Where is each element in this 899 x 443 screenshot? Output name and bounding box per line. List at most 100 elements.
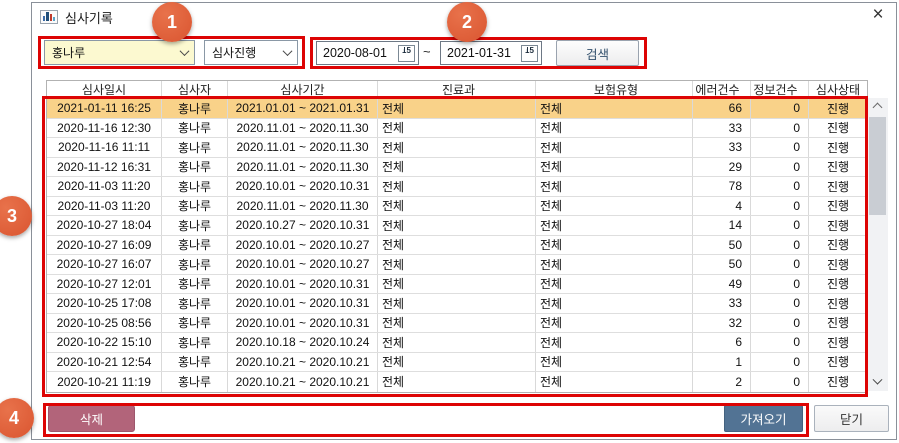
table-cell: 6 [693,333,751,352]
table-cell: 전체 [536,216,693,235]
chevron-down-icon[interactable] [277,41,297,64]
table-cell: 홍나루 [162,138,228,157]
table-cell: 49 [693,274,751,293]
scroll-up-icon[interactable] [867,98,888,116]
table-cell: 진행 [826,335,850,350]
table-cell: 0 [751,177,809,196]
table-cell: 전체 [536,294,693,313]
table-cell: 33 [693,294,751,313]
delete-button[interactable]: 삭제 [48,405,135,432]
table-cell: 전체 [378,313,536,332]
column-header[interactable]: 심사기간 [228,81,378,98]
table-row[interactable]: 2020-10-25 08:56 홍나루 2020.10.01 ~ 2020.10.… [47,313,867,333]
column-header[interactable]: 정보건수 [751,81,809,98]
close-icon[interactable]: × [872,4,884,25]
table-cell: 2020-10-27 16:09 [47,235,162,254]
table-cell: 2020.10.01 ~ 2020.10.31 [228,177,378,196]
table-cell: 2020-10-21 11:19 [47,372,162,392]
table-cell: 홍나루 [162,177,228,196]
table-cell: 전체 [378,138,536,157]
column-header[interactable]: 에러건수 [693,81,751,98]
table-cell: 진행 [826,121,850,136]
table-cell: 전체 [378,274,536,293]
table-cell: 50 [693,235,751,254]
table-cell: 전체 [378,196,536,215]
table-cell: 전체 [536,157,693,176]
table-cell: 2020.10.21 ~ 2020.10.21 [228,372,378,392]
column-header[interactable]: 심사자 [162,81,228,98]
scroll-down-icon[interactable] [867,373,888,391]
table-row[interactable]: 2020-11-03 11:20 홍나루 2020.11.01 ~ 2020.11.… [47,196,867,216]
table-cell: 진행 [826,179,850,194]
title-bar: 심사기록 [40,7,113,27]
table-row[interactable]: 2020-10-27 16:07 홍나루 2020.10.01 ~ 2020.10.… [47,255,867,275]
table-cell: 2021-01-11 16:25 [47,99,162,118]
table-cell: 78 [693,177,751,196]
table-cell: 전체 [378,157,536,176]
table-cell: 2020.10.27 ~ 2020.10.31 [228,216,378,235]
table-row[interactable]: 2020-11-12 16:31 홍나루 2020.11.01 ~ 2020.11.… [47,157,867,177]
table-cell: 진행 [826,375,850,390]
auditor-dropdown[interactable]: 홍나루 [44,40,195,65]
table-cell: 2020.10.01 ~ 2020.10.31 [228,294,378,313]
chevron-down-icon[interactable] [174,41,194,64]
calendar-icon[interactable]: 15 [398,44,415,62]
table-cell: 홍나루 [162,313,228,332]
column-header[interactable]: 진료과 [378,81,536,98]
table-cell: 전체 [536,99,693,118]
table-cell: 0 [751,99,809,118]
table-cell: 홍나루 [162,157,228,176]
table-row[interactable]: 2020-10-27 12:01 홍나루 2020.10.01 ~ 2020.10.… [47,274,867,294]
table-row[interactable]: 2020-10-21 12:54 홍나루 2020.10.21 ~ 2020.10.… [47,352,867,372]
table-row[interactable]: 2020-11-16 12:30 홍나루 2020.11.01 ~ 2020.11.… [47,118,867,138]
table-cell: 홍나루 [162,216,228,235]
table-cell: 전체 [536,138,693,157]
status-dropdown[interactable]: 심사진행 [204,40,298,65]
date-from-field[interactable]: 2020-08-01 15 [316,41,419,65]
table-cell: 진행 [826,296,850,311]
table-cell: 2020-11-16 12:30 [47,118,162,137]
table-cell: 전체 [378,372,536,392]
table-cell: 0 [751,294,809,313]
table-cell: 전체 [536,196,693,215]
date-range-separator: ~ [423,44,431,59]
vertical-scrollbar[interactable] [867,98,888,391]
table-cell: 2020.11.01 ~ 2020.11.30 [228,118,378,137]
scrollbar-thumb[interactable] [869,117,886,215]
table-cell: 홍나루 [162,352,228,371]
column-header[interactable]: 심사일시 [47,81,162,98]
table-row[interactable]: 2020-10-25 17:08 홍나루 2020.10.01 ~ 2020.10.… [47,294,867,314]
table-cell: 홍나루 [162,333,228,352]
table-cell: 2020-10-27 18:04 [47,216,162,235]
calendar-icon[interactable]: 15 [521,44,538,62]
column-header[interactable]: 보험유형 [536,81,693,98]
close-button[interactable]: 닫기 [814,405,889,432]
date-to-value: 2021-01-31 [447,46,511,60]
table-cell: 2020-10-21 12:54 [47,352,162,371]
table-row[interactable]: 2020-10-27 16:09 홍나루 2020.10.01 ~ 2020.10.… [47,235,867,255]
table-cell: 2020.11.01 ~ 2020.11.30 [228,157,378,176]
table-row[interactable]: 2021-01-11 16:25 홍나루 2021.01.01 ~ 2021.01.… [47,99,867,119]
table-cell: 전체 [536,235,693,254]
table-cell: 진행 [826,101,850,116]
search-button[interactable]: 검색 [556,40,639,66]
table-cell: 0 [751,372,809,392]
table-cell: 전체 [536,118,693,137]
table-row[interactable]: 2020-10-27 18:04 홍나루 2020.10.27 ~ 2020.10.… [47,216,867,236]
table-cell: 진행 [826,355,850,370]
table-cell: 전체 [536,177,693,196]
date-to-field[interactable]: 2021-01-31 15 [440,41,542,65]
table-cell: 2020.10.01 ~ 2020.10.27 [228,255,378,274]
table-cell: 33 [693,118,751,137]
table-row[interactable]: 2020-11-16 11:11 홍나루 2020.11.01 ~ 2020.11.… [47,138,867,158]
status-dropdown-value: 심사진행 [212,46,257,60]
column-header[interactable]: 심사상태 [815,83,861,97]
table-cell: 2021.01.01 ~ 2021.01.31 [228,99,378,118]
annotation-step-4: 4 [0,398,34,438]
import-button[interactable]: 가져오기 [724,405,803,432]
table-row[interactable]: 2020-10-22 15:10 홍나루 2020.10.18 ~ 2020.10.… [47,333,867,353]
table-cell: 2020.11.01 ~ 2020.11.30 [228,138,378,157]
table-row[interactable]: 2020-11-03 11:20 홍나루 2020.10.01 ~ 2020.10.… [47,177,867,197]
table-row[interactable]: 2020-10-21 11:19 홍나루 2020.10.21 ~ 2020.10.… [47,372,867,392]
table-cell: 진행 [826,316,850,331]
